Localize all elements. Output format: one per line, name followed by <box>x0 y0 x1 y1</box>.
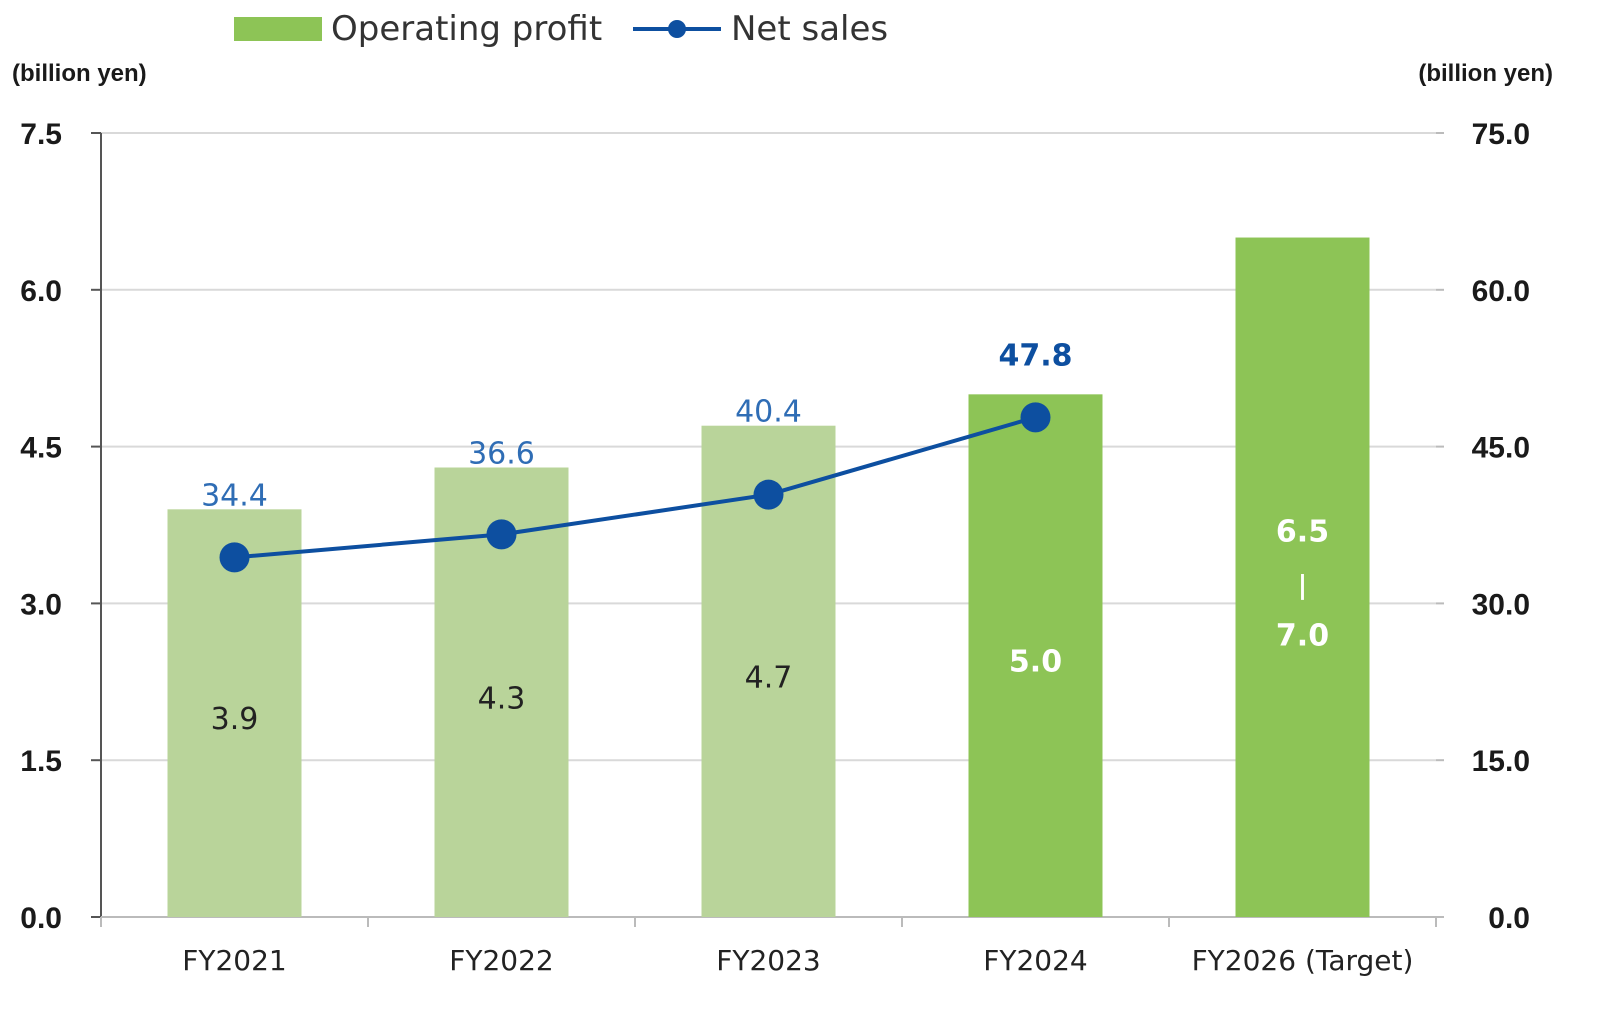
bar-operating-profit <box>1235 237 1370 918</box>
net-sales-point <box>1020 402 1051 433</box>
left-tick-label: 6.0 <box>20 275 62 308</box>
category-label: FY2022 <box>449 944 553 977</box>
right-tick-label: 60.0 <box>1472 275 1530 308</box>
axes: 0.0 0.0 1.5 15.0 3.0 30.0 4.5 45.0 6.0 60.0 7.5 75.… <box>20 118 1530 935</box>
right-tick-label: 15.0 <box>1472 745 1530 778</box>
bar-value-label: 4.7 <box>745 660 793 695</box>
bar-value-label: 6.5 <box>1276 514 1329 549</box>
category-label: FY2026 (Target) <box>1192 944 1414 977</box>
net-sales-polyline <box>234 415 1037 560</box>
net-sales-line <box>219 402 1051 573</box>
net-sales-value-label: 34.4 <box>201 478 268 513</box>
bar-value-label: 3.9 <box>211 702 259 737</box>
category-label: FY2021 <box>182 944 286 977</box>
category-label: FY2024 <box>983 944 1087 977</box>
left-tick-label: 0.0 <box>20 902 62 935</box>
right-axis-unit: (billion yen) <box>1418 60 1553 87</box>
net-sales-point <box>486 519 517 550</box>
right-tick-label: 45.0 <box>1472 432 1530 465</box>
right-tick-label: 30.0 <box>1472 588 1530 621</box>
left-tick-label: 7.5 <box>20 118 62 151</box>
category-label: FY2023 <box>716 944 820 977</box>
bar-value-label: | <box>1298 570 1308 600</box>
right-tick-label: 75.0 <box>1472 118 1530 151</box>
bar-value-label: 7.0 <box>1276 618 1329 653</box>
bar-value-label: 4.3 <box>478 681 526 716</box>
net-sales-value-label: 36.6 <box>468 437 535 472</box>
bar-value-label: 5.0 <box>1009 645 1062 680</box>
legend-marker-net-sales <box>668 20 686 38</box>
legend-swatch-operating-profit <box>234 17 322 41</box>
line-labels: 34.4 36.6 40.4 47.8 <box>201 338 1072 513</box>
bar-operating-profit <box>968 394 1103 917</box>
axis-units: (billion yen) (billion yen) <box>12 60 1553 87</box>
right-tick-label: 0.0 <box>1488 902 1530 935</box>
left-axis-unit: (billion yen) <box>12 60 147 87</box>
left-tick-label: 3.0 <box>20 588 62 621</box>
legend: Operating profit Net sales <box>234 9 888 49</box>
left-tick-label: 1.5 <box>20 745 62 778</box>
net-sales-point <box>219 542 250 573</box>
bars <box>167 237 1370 918</box>
net-sales-value-label: 47.8 <box>998 338 1072 373</box>
category-labels: FY2021 FY2022 FY2023 FY2024 FY2026 (Target) <box>182 944 1413 977</box>
bar-labels: 3.9 4.3 4.7 5.0 6.5 | 7.0 <box>211 514 1329 737</box>
legend-label-net-sales: Net sales <box>731 9 888 49</box>
left-tick-label: 4.5 <box>20 432 62 465</box>
net-sales-point <box>753 479 784 510</box>
legend-label-operating-profit: Operating profit <box>331 9 602 49</box>
bar-operating-profit <box>167 509 302 917</box>
net-sales-value-label: 40.4 <box>735 395 802 430</box>
